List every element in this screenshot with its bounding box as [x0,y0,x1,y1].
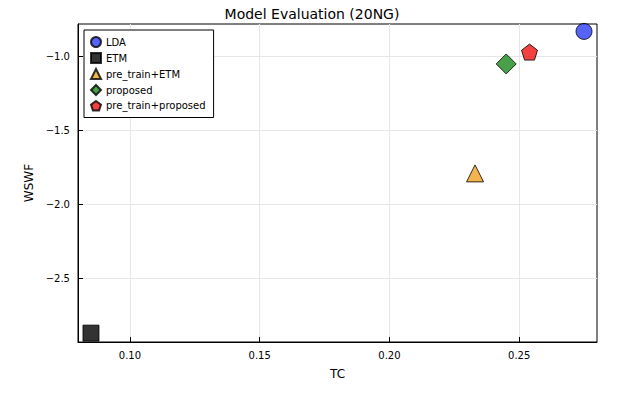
svg-text:proposed: proposed [106,85,153,96]
svg-text:pre_train+proposed: pre_train+proposed [106,100,206,112]
svg-text:WSWF: WSWF [22,164,36,202]
svg-text:−2.5: −2.5 [46,273,70,284]
svg-text:0.20: 0.20 [378,350,400,361]
svg-text:Model Evaluation (20NG): Model Evaluation (20NG) [225,6,400,22]
svg-text:0.10: 0.10 [119,350,141,361]
svg-text:pre_train+ETM: pre_train+ETM [106,69,180,81]
svg-text:LDA: LDA [106,37,126,48]
svg-text:0.25: 0.25 [508,350,530,361]
svg-text:−1.5: −1.5 [46,125,70,136]
svg-text:ETM: ETM [106,53,127,64]
svg-text:−1.0: −1.0 [46,51,70,62]
svg-text:TC: TC [329,367,345,381]
svg-text:0.15: 0.15 [249,350,271,361]
svg-text:−2.0: −2.0 [46,199,70,210]
